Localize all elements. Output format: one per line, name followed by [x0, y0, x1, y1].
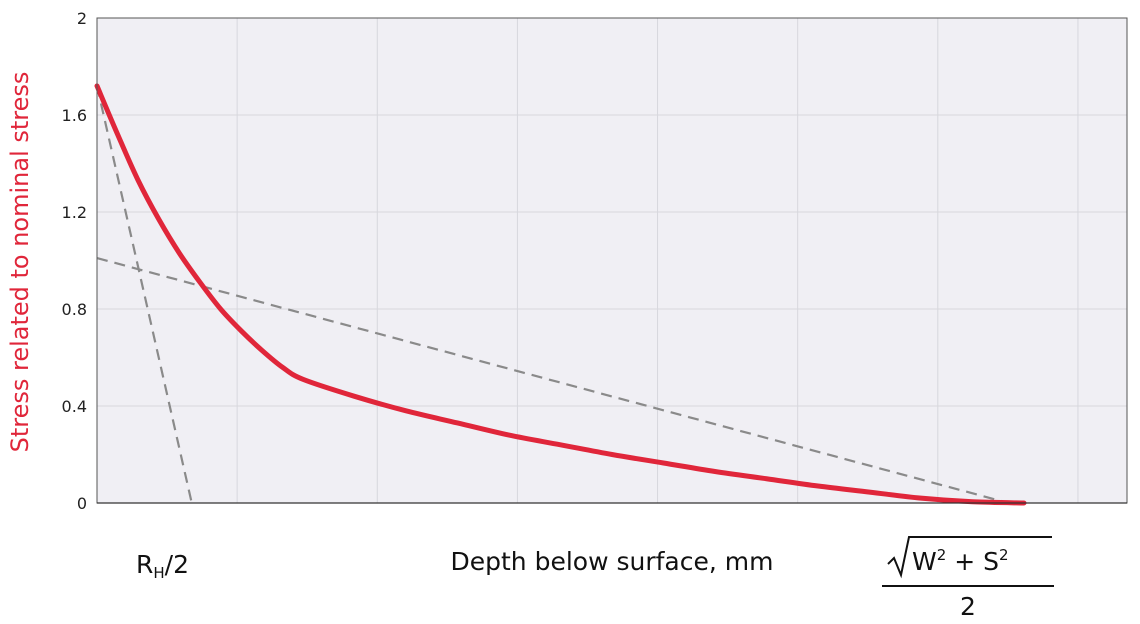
- formula-plus: +: [946, 547, 983, 576]
- plot-area: [97, 18, 1127, 503]
- formula-denominator: 2: [960, 592, 976, 621]
- y-tick-label-3: 1.2: [62, 203, 87, 222]
- y-axis-ticks: 0 0.4 0.8 1.2 1.6 2: [62, 9, 87, 513]
- formula-s-exp: 2: [999, 546, 1009, 564]
- tangent-line-2: [96, 257, 1009, 505]
- y-tick-label-4: 1.6: [62, 106, 87, 125]
- rh-subscript: H: [153, 564, 164, 582]
- formula-annotation: W2 + S2 2: [882, 536, 1054, 621]
- radical-sign: [887, 536, 1052, 579]
- y-tick-label-5: 2: [77, 9, 87, 28]
- y-axis-label: Stress related to nominal stress: [6, 72, 34, 453]
- formula-s: S: [983, 547, 999, 576]
- formula-numerator: W2 + S2: [912, 546, 1009, 576]
- series-group: [94, 83, 1027, 506]
- y-tick-label-0: 0: [77, 494, 87, 513]
- rh-rest: /2: [165, 550, 189, 579]
- rh-main: R: [136, 550, 153, 579]
- stress-curve: [94, 83, 1027, 506]
- y-tick-label-1: 0.4: [62, 397, 87, 416]
- grid-lines: [97, 18, 1127, 503]
- formula-w: W: [912, 547, 937, 576]
- rh-half-annotation: RH/2: [136, 550, 189, 582]
- y-tick-label-2: 0.8: [62, 300, 87, 319]
- formula-w-exp: 2: [937, 546, 947, 564]
- x-axis-label: Depth below surface, mm: [451, 547, 774, 576]
